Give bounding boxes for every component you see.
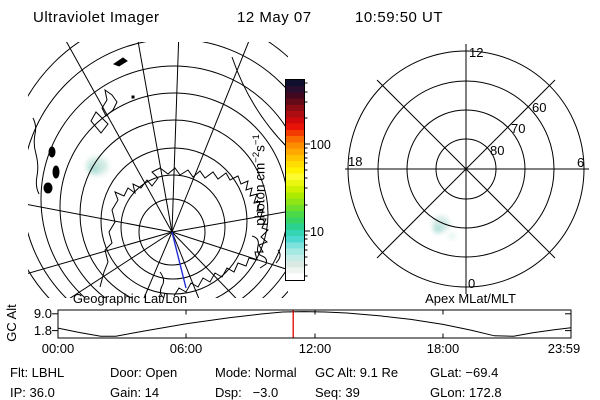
- status-mode: Mode: Normal: [215, 365, 297, 380]
- title-date: 12 May 07: [237, 9, 312, 26]
- status-flt: Flt: LBHL: [10, 365, 65, 380]
- status-glon: GLon: 172.8: [430, 385, 502, 400]
- xtick-1800: 18:00: [427, 341, 460, 356]
- status-gain: Gain: 14: [110, 385, 160, 400]
- spin-axis-line: [171, 231, 187, 289]
- ytick-1-8: 1.8: [34, 323, 52, 338]
- colorbar: [285, 79, 305, 281]
- colorbar-tick-10: 10: [310, 225, 324, 239]
- status-glat: GLat: −69.4: [430, 365, 499, 380]
- status-ip: IP: 36.0: [10, 385, 55, 400]
- xtick-2359: 23:59: [548, 341, 581, 356]
- status-door: Door: Open: [110, 365, 178, 380]
- geographic-map-panel: [28, 42, 288, 298]
- coastlines: [32, 57, 281, 298]
- strip-chart-ticks: [52, 310, 571, 338]
- colorbar-tick-100: 100: [310, 138, 331, 152]
- mlat-label-70: 70: [511, 121, 525, 136]
- mlt-spokes: [345, 44, 589, 294]
- colorbar-ticks: [304, 82, 310, 277]
- status-dsp: Dsp: −3.0: [215, 385, 279, 400]
- title-time: 10:59:50 UT: [355, 9, 444, 26]
- mlat-label-80: 80: [490, 143, 504, 158]
- xtick-0600: 06:00: [170, 341, 203, 356]
- left-panel-caption: Geographic Lat/Lon: [72, 291, 188, 306]
- gc-alt-axis-label: GC Alt: [4, 304, 19, 342]
- xtick-1200: 12:00: [299, 341, 332, 356]
- xtick-0000: 00:00: [42, 341, 75, 356]
- mlat-label-60: 60: [532, 100, 546, 115]
- apex-dial-panel: 12 18 6 0 60 70 80: [345, 44, 589, 294]
- mlt-label-0: 0: [468, 276, 475, 291]
- gc-alt-curve: [57, 311, 571, 337]
- page-title: Ultraviolet Imager: [33, 9, 160, 26]
- mlt-label-18: 18: [348, 154, 362, 169]
- meridian-lines: [28, 42, 288, 298]
- gc-alt-strip-chart: 9.0 1.8 00:00 06:00 12:00 18:00 23:59: [34, 306, 581, 356]
- colorbar-unit-label: photon cm−2s−1: [251, 134, 268, 226]
- mlt-label-12: 12: [469, 45, 483, 60]
- mlt-label-6: 6: [577, 155, 584, 170]
- right-panel-caption: Apex MLat/MLT: [425, 291, 516, 306]
- uv-emission-patch-geo: [86, 157, 108, 175]
- ytick-9: 9.0: [34, 306, 52, 321]
- status-seq: Seq: 39: [315, 385, 360, 400]
- latitude-circles: [28, 42, 288, 298]
- status-gc-alt: GC Alt: 9.1 Re: [315, 365, 399, 380]
